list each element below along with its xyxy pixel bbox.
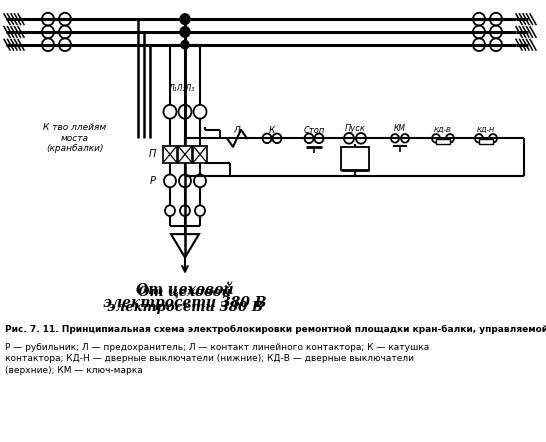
Bar (436, 139, 450, 144)
Text: Стоп: Стоп (304, 126, 325, 135)
Circle shape (180, 27, 190, 37)
Circle shape (181, 40, 189, 49)
Text: КМ: КМ (394, 124, 406, 133)
Text: К тво ллейям
моста
(кранбалки): К тво ллейям моста (кранбалки) (44, 123, 106, 153)
Circle shape (180, 14, 190, 24)
Text: Л₁Л₂Л₃: Л₁Л₂Л₃ (168, 84, 194, 92)
Text: контактора; КД-Н — дверные выключатели (нижние); КД-В — дверные выключатели: контактора; КД-Н — дверные выключатели (… (5, 354, 414, 363)
Text: Р: Р (150, 176, 156, 186)
Text: Рис. 7. 11. Принципиальная схема электроблокировки ремонтной площадки кран-балки: Рис. 7. 11. Принципиальная схема электро… (5, 324, 546, 334)
Text: П: П (149, 149, 156, 159)
Bar (193, 146, 207, 163)
Text: КД-Н: КД-Н (477, 127, 495, 133)
Bar (341, 147, 369, 170)
Bar (479, 139, 493, 144)
Text: электросети 380 В: электросети 380 В (107, 301, 263, 314)
Text: От цеховой: От цеховой (139, 285, 232, 298)
Text: От цеховой: От цеховой (136, 281, 234, 297)
Bar (163, 146, 177, 163)
Text: К: К (269, 126, 275, 135)
Text: электросети 380 В: электросети 380 В (103, 296, 267, 310)
Text: Пуск: Пуск (345, 124, 365, 133)
Text: Л: Л (234, 126, 240, 135)
Text: КД-В: КД-В (434, 127, 452, 133)
Text: Р — рубильник; Л — предохранитель; Л — контакт линейного контактора; К — катушка: Р — рубильник; Л — предохранитель; Л — к… (5, 343, 429, 351)
Bar (178, 146, 192, 163)
Text: (верхние); КМ — ключ-марка: (верхние); КМ — ключ-марка (5, 366, 143, 375)
